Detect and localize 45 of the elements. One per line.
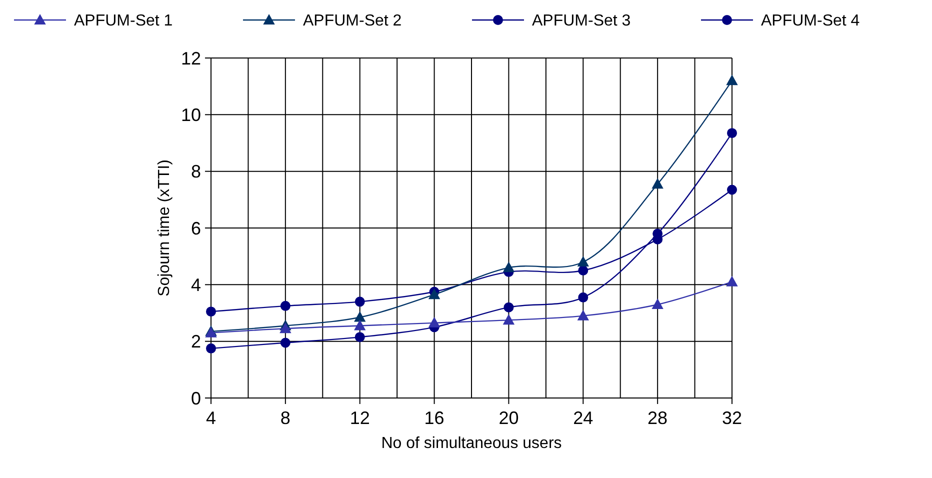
legend-label: APFUM-Set 2 [303, 12, 402, 30]
point [578, 266, 588, 276]
x-tick-label: 16 [424, 408, 444, 428]
y-tick-label: 8 [190, 162, 201, 182]
point [727, 184, 737, 195]
x-axis-title: No of simultaneous users [381, 435, 562, 452]
point [354, 296, 365, 307]
x-tick-label: 4 [206, 408, 216, 428]
point [504, 302, 514, 312]
point [503, 314, 514, 325]
point [206, 343, 216, 354]
x-tick-label: 12 [350, 408, 370, 428]
legend-label: APFUM-Set 4 [761, 12, 860, 30]
y-tick-label: 4 [190, 274, 201, 295]
point [726, 276, 738, 286]
y-axis-title: Sojourn time (xTTI) [156, 160, 173, 296]
point [354, 320, 366, 330]
x-tick-label: 8 [280, 408, 290, 428]
point [578, 256, 589, 266]
y-tick-label: 6 [190, 218, 201, 238]
y-tick-label: 2 [190, 332, 201, 352]
point [578, 292, 588, 302]
y-tick-label: 10 [180, 104, 201, 125]
y-tick-label: 0 [190, 388, 201, 408]
point [354, 332, 365, 342]
point [428, 317, 440, 328]
point [726, 75, 738, 86]
x-tick-label: 24 [573, 408, 594, 428]
point [280, 338, 290, 348]
point [280, 300, 290, 311]
legend-label: APFUM-Set 1 [74, 12, 173, 30]
point [503, 262, 514, 272]
point [206, 306, 216, 317]
point [652, 178, 664, 189]
point [652, 299, 664, 309]
point [280, 323, 291, 334]
y-tick-label: 12 [180, 48, 201, 68]
point [578, 310, 589, 320]
legend-label: APFUM-Set 3 [532, 12, 631, 30]
x-tick-label: 28 [648, 408, 668, 428]
point [727, 128, 737, 138]
x-tick-label: 32 [722, 408, 742, 428]
x-tick-label: 20 [498, 408, 519, 428]
point [428, 289, 440, 300]
point [354, 312, 366, 322]
